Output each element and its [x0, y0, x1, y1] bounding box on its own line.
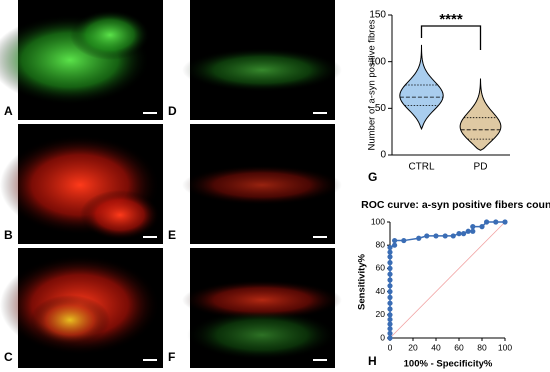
roc-point: [387, 277, 393, 283]
y-tick-label: 100: [371, 216, 385, 226]
roc-point: [387, 283, 393, 289]
roc-point: [387, 326, 393, 332]
violin: [399, 44, 444, 131]
reference-line: [389, 221, 506, 339]
roc-point: [387, 271, 393, 277]
panel-label: G: [368, 170, 377, 184]
y-tick-label: 150: [369, 10, 386, 21]
scale-bars: [143, 112, 327, 361]
annotation: ****: [439, 11, 463, 28]
roc-point: [387, 300, 393, 306]
roc-point: [479, 224, 485, 230]
roc-point: [387, 312, 393, 318]
y-axis-label: Number of a-syn positive fibres: [367, 19, 378, 150]
roc-point: [433, 233, 439, 239]
roc-point: [484, 219, 490, 225]
panel-label: A: [4, 104, 13, 118]
roc-point: [387, 289, 393, 295]
roc-point: [442, 233, 448, 239]
roc-point: [493, 219, 499, 225]
roc-point: [387, 249, 393, 255]
y-tick-label: 50: [375, 103, 387, 114]
y-tick-label: 100: [369, 56, 386, 67]
y-tick-label: 0: [380, 332, 385, 342]
image-a: [70, 10, 150, 60]
image-f: [187, 310, 337, 360]
roc-point: [416, 235, 422, 241]
roc-point: [461, 231, 467, 237]
roc-point: [465, 228, 471, 234]
image-c: [30, 295, 110, 345]
roc-point: [401, 237, 407, 244]
x-tick-label: 40: [431, 342, 441, 352]
significance-bracket: [420, 25, 482, 50]
roc-point: [392, 242, 398, 248]
panel-label: B: [4, 228, 13, 242]
roc-point: [387, 294, 393, 300]
image-e: [182, 165, 342, 205]
roc-point: [470, 224, 476, 230]
x-tick-label: CTRL: [408, 162, 435, 173]
image-f: [182, 280, 342, 320]
micrographs: [0, 0, 342, 368]
panel-label: C: [4, 350, 13, 364]
x-tick-label: 60: [454, 342, 464, 352]
panel-label: H: [368, 354, 377, 368]
roc-point: [387, 330, 393, 336]
y-axis-label: Sensitivity%: [357, 253, 368, 310]
image-b: [80, 190, 160, 240]
y-tick-label: 40: [376, 286, 386, 296]
roc-point: [387, 265, 393, 271]
y-tick-label: 80: [376, 239, 386, 249]
panel-label: F: [168, 350, 175, 364]
roc-point: [502, 219, 508, 225]
x-tick-label: 0: [388, 342, 393, 352]
roc-point: [387, 254, 393, 260]
roc-point: [387, 335, 393, 341]
x-tick-label: 100: [498, 342, 512, 352]
y-tick-label: 60: [376, 263, 386, 273]
x-axis-label: 100% - Specificity%: [404, 359, 493, 370]
x-tick-label: 80: [477, 342, 487, 352]
roc-point: [424, 233, 430, 239]
roc-point: [387, 321, 393, 327]
roc-point: [387, 260, 393, 266]
roc-point: [387, 316, 393, 323]
image-d: [182, 48, 342, 92]
roc-point: [450, 233, 456, 239]
panel-label: E: [168, 228, 176, 242]
roc-point: [387, 306, 393, 312]
x-tick-label: 20: [408, 342, 418, 352]
roc-point: [387, 244, 393, 251]
violin: [459, 78, 502, 151]
roc-point: [470, 228, 476, 234]
y-tick-label: 20: [376, 309, 386, 319]
y-tick-label: 0: [380, 150, 386, 161]
chart-title: ROC curve: a-syn positive fibers count: [361, 199, 550, 211]
panel-label: D: [168, 104, 177, 118]
roc-point: [392, 237, 398, 244]
x-tick-label: PD: [474, 162, 488, 173]
roc-point: [456, 231, 462, 237]
